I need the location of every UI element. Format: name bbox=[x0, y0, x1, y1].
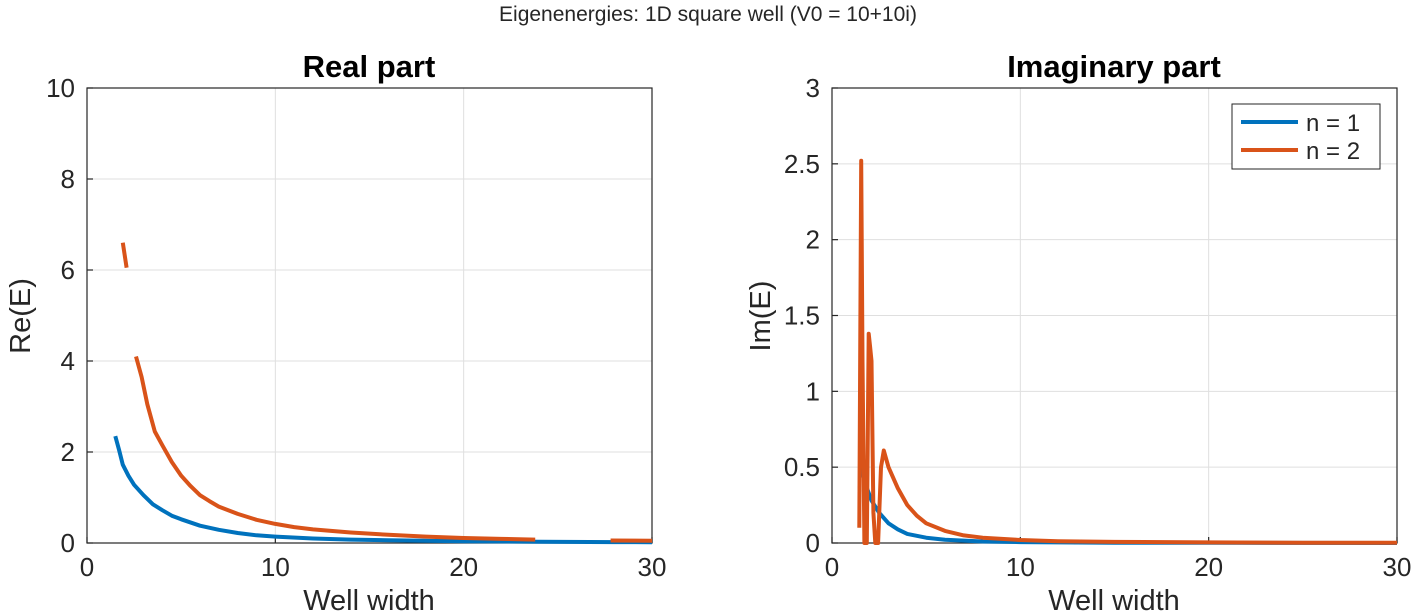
imaginary-part-ticks: 0 10 20 30 0 0.5 1 1.5 2 2.5 3 bbox=[784, 73, 1412, 582]
real-part-panel: Real part 0 10 20 30 0 2 4 6 8 10 Well width Re(E… bbox=[5, 49, 666, 615]
imaginary-part-ytick-label: 3 bbox=[806, 73, 820, 103]
real-part-xtick-label: 10 bbox=[261, 552, 290, 582]
imaginary-part-grid bbox=[832, 88, 1397, 543]
real-part-grid bbox=[87, 88, 652, 543]
imaginary-part-xtick-label: 20 bbox=[1194, 552, 1223, 582]
imaginary-part-ylabel: Im(E) bbox=[745, 281, 777, 352]
figure-title: Eigenenergies: 1D square well (V0 = 10+1… bbox=[499, 3, 917, 26]
imaginary-part-ytick-label: 1 bbox=[806, 376, 820, 406]
legend-label-n2: n = 2 bbox=[1306, 138, 1360, 165]
real-part-xtick-label: 20 bbox=[449, 552, 478, 582]
real-part-plot-area bbox=[86, 87, 653, 544]
real-part-ytick-label: 6 bbox=[61, 255, 75, 285]
imaginary-part-lines bbox=[857, 158, 1398, 545]
real-part-xtick-label: 30 bbox=[638, 552, 667, 582]
imaginary-part-series-n2-line bbox=[857, 158, 1398, 545]
real-part-xlabel: Well width bbox=[303, 585, 435, 615]
imaginary-part-xtick-label: 0 bbox=[825, 552, 839, 582]
imaginary-part-ytick-label: 2.5 bbox=[784, 149, 820, 179]
real-part-ytick-label: 8 bbox=[61, 164, 75, 194]
real-part-lines bbox=[113, 242, 653, 545]
real-part-title: Real part bbox=[303, 49, 436, 84]
real-part-ticks: 0 10 20 30 0 2 4 6 8 10 bbox=[46, 73, 666, 582]
real-part-ytick-label: 4 bbox=[61, 346, 75, 376]
imaginary-part-xlabel: Well width bbox=[1048, 585, 1180, 615]
imaginary-part-ytick-label: 1.5 bbox=[784, 301, 820, 331]
imaginary-part-ytick-label: 0.5 bbox=[784, 452, 820, 482]
imaginary-part-xtick-label: 30 bbox=[1383, 552, 1412, 582]
real-part-series-n2-line bbox=[134, 355, 536, 542]
real-part-xtick-label: 0 bbox=[80, 552, 94, 582]
real-part-series-n2-line bbox=[120, 242, 129, 269]
legend-box bbox=[1231, 103, 1381, 170]
imaginary-part-panel: Imaginary part 0 10 20 30 0 0.5 1 1.5 2 2.5 3 Well… bbox=[745, 49, 1411, 615]
imaginary-part-title: Imaginary part bbox=[1007, 49, 1221, 84]
imaginary-part-xtick-label: 10 bbox=[1006, 552, 1035, 582]
imaginary-part-ytick-label: 2 bbox=[806, 225, 820, 255]
real-part-ytick-label: 10 bbox=[46, 73, 75, 103]
real-part-ytick-label: 0 bbox=[61, 528, 75, 558]
real-part-ylabel: Re(E) bbox=[5, 278, 37, 354]
legend: n = 1 n = 2 bbox=[1231, 103, 1381, 170]
real-part-ytick-label: 2 bbox=[61, 437, 75, 467]
imaginary-part-ytick-label: 0 bbox=[806, 528, 820, 558]
real-part-series-n1-line bbox=[113, 435, 653, 545]
legend-label-n1: n = 1 bbox=[1306, 110, 1360, 137]
